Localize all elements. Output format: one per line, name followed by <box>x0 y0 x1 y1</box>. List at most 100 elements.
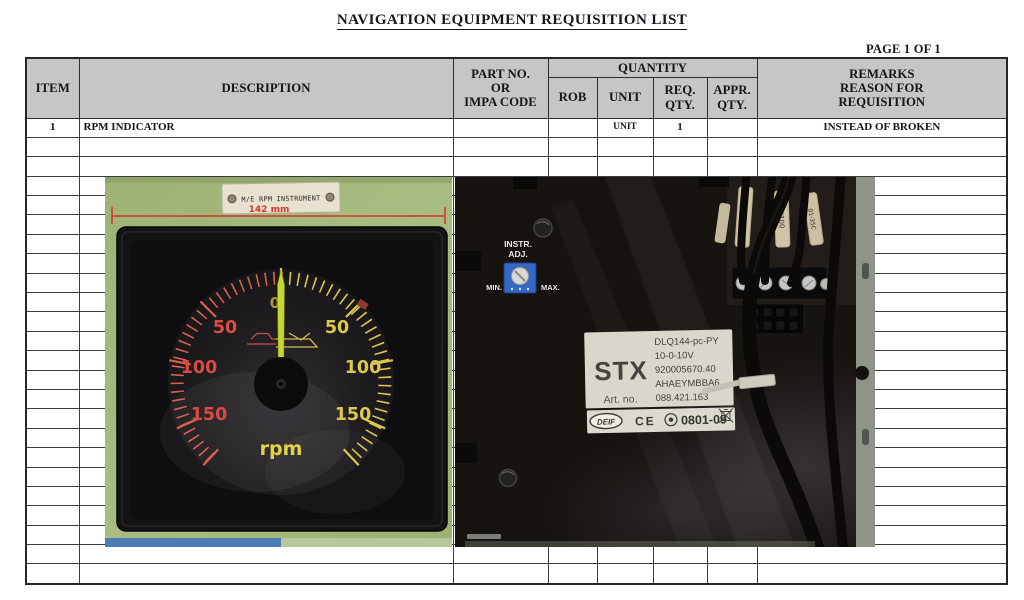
numeral-left-150: 150 <box>191 405 228 425</box>
pale-green-strip <box>281 538 452 547</box>
numeral-right-100: 100 <box>345 358 382 378</box>
cell-rob <box>547 136 598 158</box>
rpm-indicator-front-svg: M/E RPM INSTRUMENT 142 mm <box>105 177 452 547</box>
cell-part_no <box>452 544 549 565</box>
panel-top-shadow <box>105 177 452 183</box>
name-plate: M/E RPM INSTRUMENT <box>221 181 341 215</box>
numeral-right-50: 50 <box>325 318 349 338</box>
cell-item <box>25 214 80 235</box>
dial-red-mark <box>356 298 369 311</box>
cable-tie <box>701 373 776 395</box>
bottom-edge <box>465 541 815 547</box>
cell-item <box>25 292 80 313</box>
cell-appr_qty <box>706 563 758 585</box>
cell-req_qty <box>652 563 708 585</box>
header-appr-qty: APPR. QTY. <box>706 76 758 119</box>
side-clamp-lower <box>455 443 477 463</box>
model-line-1: DLQ144-pc-PY <box>654 336 719 348</box>
cell-item <box>25 156 80 177</box>
brand-text: STX <box>594 355 648 386</box>
model-line-2: 10-0-10V <box>655 350 695 362</box>
model-line-5: 088.421.163 <box>655 392 708 404</box>
cell-item <box>25 427 80 449</box>
table-header: ITEM DESCRIPTION PART NO. OR IMPA CODE Q… <box>25 57 1008 119</box>
ce-mark: CE <box>635 414 656 428</box>
cell-description <box>78 136 454 158</box>
cell-appr_qty <box>706 136 758 158</box>
cell-part_no <box>452 117 549 138</box>
plate-screw-right <box>325 192 335 202</box>
dimension-label: 142 mm <box>249 205 290 215</box>
strip-knob <box>855 366 869 380</box>
header-remarks: REMARKS REASON FOR REQUISITION <box>756 57 1008 119</box>
right-mounting-strip <box>855 177 875 547</box>
cell-item <box>25 505 80 526</box>
cell-unit <box>596 156 654 177</box>
header-unit: UNIT <box>596 76 654 119</box>
certification-icon <box>664 413 678 427</box>
cell-remarks: INSTEAD OF BROKEN <box>756 117 1008 138</box>
adj-label: ADJ. <box>508 249 527 259</box>
cell-rob <box>547 117 598 138</box>
cell-item <box>25 311 80 332</box>
cell-description <box>78 156 454 177</box>
cell-item <box>25 524 80 546</box>
cell-unit: UNIT <box>596 117 654 138</box>
cell-item <box>25 408 80 429</box>
header-quantity: QUANTITY <box>547 57 758 78</box>
plate-screw-left <box>227 194 237 204</box>
side-clamp-upper <box>455 251 481 271</box>
cell-item <box>25 388 80 410</box>
page-number-label: PAGE 1 OF 1 <box>866 42 941 56</box>
cell-unit <box>596 563 654 585</box>
panel-screw-bottom <box>498 468 518 488</box>
cables <box>736 162 848 554</box>
cell-remarks <box>756 563 1008 585</box>
cell-remarks <box>756 544 1008 565</box>
numeral-left-100: 100 <box>181 358 218 378</box>
instr-label: INSTR. <box>504 239 532 249</box>
model-line-4: AHAEYMBBA6 <box>655 378 720 390</box>
cell-item <box>25 175 80 197</box>
blue-tape-strip <box>105 538 281 547</box>
cell-rob <box>547 156 598 177</box>
min-label: MIN. <box>486 283 502 292</box>
panel-screw-top <box>533 218 553 238</box>
cell-item <box>25 233 80 255</box>
header-rob: ROB <box>547 76 598 119</box>
cell-item <box>25 563 80 585</box>
rpm-indicator-back-svg: STX Art. no. DLQ144-pc-PY 10-0-10V 92000… <box>455 162 960 587</box>
tiny-marking <box>467 534 501 539</box>
dimension-annotation <box>111 207 446 224</box>
header-item: ITEM <box>25 57 80 119</box>
rpm-indicator-back-photo: STX Art. no. DLQ144-pc-PY 10-0-10V 92000… <box>455 162 960 587</box>
rpm-indicator-front-photo: M/E RPM INSTRUMENT 142 mm <box>105 177 452 547</box>
cell-item <box>25 369 80 390</box>
plate-label: M/E RPM INSTRUMENT <box>241 194 320 203</box>
table-row <box>25 136 1008 158</box>
cell-appr_qty <box>706 544 758 565</box>
model-lines: DLQ144-pc-PY 10-0-10V 920005670.40 AHAEY… <box>654 336 720 404</box>
table-row <box>25 544 1008 565</box>
cell-item <box>25 447 80 468</box>
cell-appr_qty <box>706 117 758 138</box>
weee-bin-icon <box>718 408 734 423</box>
ship-silhouette-icon <box>247 332 319 348</box>
cell-item <box>25 466 80 487</box>
cell-item <box>25 544 80 565</box>
cell-item <box>25 253 80 274</box>
art-no-label: Art. no. <box>603 393 637 406</box>
table-row <box>25 563 1008 585</box>
table-row <box>25 156 1008 177</box>
gauge-unit-label: rpm <box>260 438 303 460</box>
top-bracket-left <box>513 177 537 189</box>
cell-part_no <box>452 563 549 585</box>
deif-logo: DEIF <box>589 412 623 430</box>
stx-label: STX Art. no. DLQ144-pc-PY 10-0-10V 92000… <box>584 329 736 434</box>
model-line-3: 920005670.40 <box>655 364 716 376</box>
svg-text:DEIF: DEIF <box>597 417 617 426</box>
max-label: MAX. <box>541 283 560 292</box>
cell-item <box>25 136 80 158</box>
cell-rob <box>547 563 598 585</box>
cell-unit <box>596 136 654 158</box>
